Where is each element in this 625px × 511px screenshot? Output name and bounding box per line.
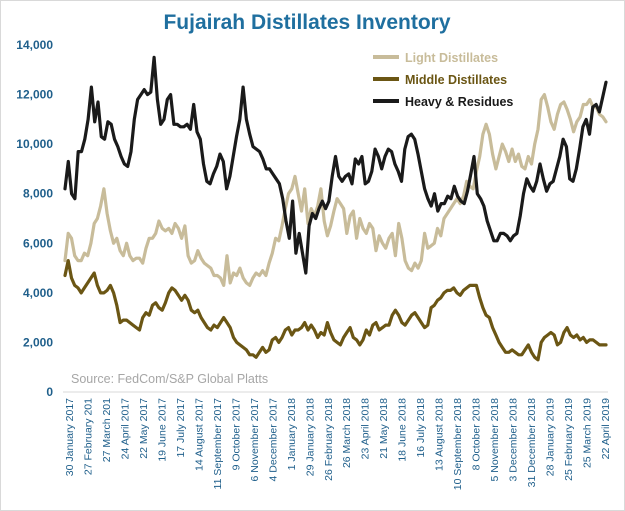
- x-tick-label: 10 September 2018: [452, 398, 464, 490]
- x-tick-label: 4 December 2017: [267, 398, 279, 482]
- x-tick-label: 3 December 2018: [508, 398, 520, 482]
- y-tick-label: 6,000: [23, 236, 53, 250]
- x-tick-label: 25 March 2019: [582, 398, 594, 468]
- plot-area: [63, 55, 608, 362]
- series-line-light-distillates: [63, 92, 608, 287]
- x-tick-label: 11 September 2017: [212, 398, 224, 490]
- x-tick-label: 19 June 2017: [156, 398, 168, 462]
- y-tick-label: 10,000: [16, 137, 53, 151]
- y-tick-label: 14,000: [16, 38, 53, 52]
- x-tick-label: 27 March 201: [101, 398, 113, 462]
- x-tick-label: 28 January 2019: [545, 398, 557, 476]
- series-line-heavy-residues: [63, 55, 608, 275]
- x-tick-label: 26 February 2018: [323, 398, 335, 481]
- y-tick-label: 12,000: [16, 88, 53, 102]
- x-tick-label: 1 January 2018: [286, 398, 298, 471]
- x-tick-label: 8 October 2018: [471, 398, 483, 471]
- legend-label[interactable]: Light Distillates: [405, 51, 498, 65]
- y-tick-label: 2,000: [23, 335, 53, 349]
- x-tick-label: 29 January 2018: [304, 398, 316, 476]
- x-tick-label: 18 June 2018: [397, 398, 409, 462]
- series-line-middle-distillates: [63, 259, 608, 362]
- y-tick-label: 4,000: [23, 286, 53, 300]
- x-tick-label: 9 October 2017: [230, 398, 242, 471]
- source-note: Source: FedCom/S&P Global Platts: [71, 372, 268, 386]
- chart-title: Fujairah Distillates Inventory: [163, 11, 450, 34]
- x-tick-label: 6 November 2017: [249, 398, 261, 482]
- x-tick-label: 13 August 2018: [434, 398, 446, 471]
- x-tick-label: 17 July 2017: [175, 398, 187, 458]
- x-tick-label: 22 April 2019: [600, 398, 612, 459]
- x-tick-label: 27 February 201: [82, 398, 94, 475]
- x-tick-label: 5 November 2018: [489, 398, 501, 482]
- y-axis: 0 2,000 4,000 6,000 8,000 10,000 12,000 14,000: [16, 38, 53, 399]
- x-tick-label: 31 December 2018: [526, 398, 538, 487]
- y-tick-label: 8,000: [23, 187, 53, 201]
- legend-label[interactable]: Middle Distillates: [405, 73, 507, 87]
- x-axis: 30 January 2017 27 February 201 27 March 2…: [64, 398, 612, 490]
- x-tick-label: 23 April 2018: [360, 398, 372, 459]
- x-tick-label: 24 April 2017: [119, 398, 131, 459]
- x-tick-label: 26 March 2018: [341, 398, 353, 468]
- legend-label[interactable]: Heavy & Residues: [405, 95, 513, 109]
- x-tick-label: 16 July 2018: [415, 398, 427, 458]
- y-tick-label: 0: [46, 385, 53, 399]
- x-tick-label: 21 May 2018: [378, 398, 390, 459]
- x-tick-label: 25 February 2019: [563, 398, 575, 481]
- x-tick-label: 22 May 2017: [138, 398, 150, 459]
- legend[interactable]: Light Distillates Middle Distillates Heavy…: [373, 51, 513, 109]
- x-tick-label: 14 August 2017: [193, 398, 205, 471]
- x-tick-label: 30 January 2017: [64, 398, 76, 476]
